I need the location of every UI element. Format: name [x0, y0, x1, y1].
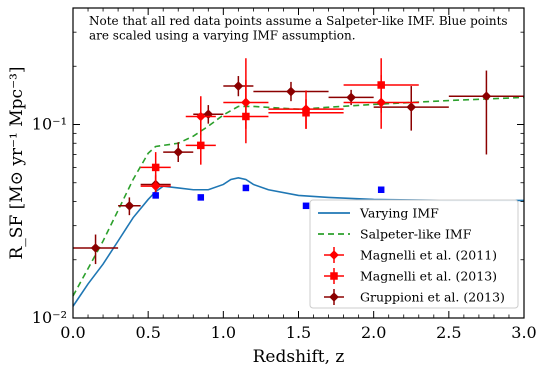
legend-label: Magnelli et al. (2013) — [360, 269, 497, 284]
y-axis-title: R_SF [M⊙ yr⁻¹ Mpc⁻³] — [7, 67, 27, 260]
magnelli-2013-series — [140, 58, 419, 183]
y-tick-label: 10⁻¹ — [32, 114, 67, 133]
blue-points-series — [152, 184, 385, 210]
gruppioni-2013-point — [203, 109, 214, 120]
magnelli-2011-series — [140, 58, 419, 198]
note-line: are scaled using a varying IMF assumptio… — [89, 29, 356, 43]
blue-point — [377, 186, 385, 194]
x-tick-label: 1.0 — [211, 323, 236, 342]
magnelli-2011-point — [376, 97, 386, 108]
gruppioni-2013-point — [90, 243, 101, 253]
x-axis-title: Redshift, z — [253, 347, 345, 367]
blue-point — [197, 194, 205, 201]
gruppioni-2013-point — [124, 201, 135, 211]
gruppioni-2013-series — [73, 70, 524, 265]
gruppioni-2013-point — [481, 91, 492, 102]
legend: Varying IMF Salpeter-like IMF Magnelli et … — [309, 199, 519, 309]
annotation-note: Note that all red data points assume a S… — [89, 14, 508, 43]
x-tick-label: 3.0 — [511, 323, 536, 342]
magnelli-2013-point — [151, 163, 160, 172]
plot-layer — [72, 58, 525, 307]
note-line: Note that all red data points assume a S… — [89, 14, 508, 28]
legend-label: Salpeter-like IMF — [360, 227, 472, 242]
legend-marker-square — [330, 272, 338, 280]
x-tick-label: 0.0 — [60, 323, 85, 342]
blue-point — [152, 192, 159, 199]
gruppioni-2013-point — [173, 147, 184, 157]
magnelli-2011-point — [241, 97, 251, 108]
x-tick-label: 2.5 — [436, 323, 461, 342]
legend-marker-diamond — [329, 292, 339, 302]
gruppioni-2013-point — [286, 86, 296, 97]
magnelli-2013-point — [197, 141, 205, 150]
blue-point — [302, 202, 310, 210]
gruppioni-2013-point — [233, 81, 244, 91]
y-tick-label: 10⁻² — [32, 308, 67, 327]
salpeter-imf-line — [72, 96, 525, 297]
ticks-layer: 0.0 0.5 1.0 1.5 2.0 2.5 3.0 10⁻² 10⁻¹ — [32, 7, 537, 342]
varying-imf-line — [72, 177, 524, 307]
gruppioni-2013-point — [346, 92, 356, 103]
blue-point — [242, 184, 250, 192]
axis-titles: Redshift, z R_SF [M⊙ yr⁻¹ Mpc⁻³] — [7, 67, 344, 368]
magnelli-2011-point — [301, 104, 311, 114]
magnelli-2011-point — [195, 111, 206, 122]
legend-box — [309, 199, 519, 309]
legend-label: Varying IMF — [359, 206, 439, 221]
magnelli-2011-point — [150, 181, 161, 191]
legend-label: Gruppioni et al. (2013) — [360, 290, 505, 305]
x-tick-label: 1.5 — [286, 323, 311, 342]
legend-label: Magnelli et al. (2011) — [360, 248, 497, 263]
x-tick-label: 2.0 — [361, 323, 386, 342]
gruppioni-2013-point — [406, 102, 417, 112]
x-tick-label: 0.5 — [135, 323, 160, 342]
legend-marker-diamond — [329, 250, 339, 260]
